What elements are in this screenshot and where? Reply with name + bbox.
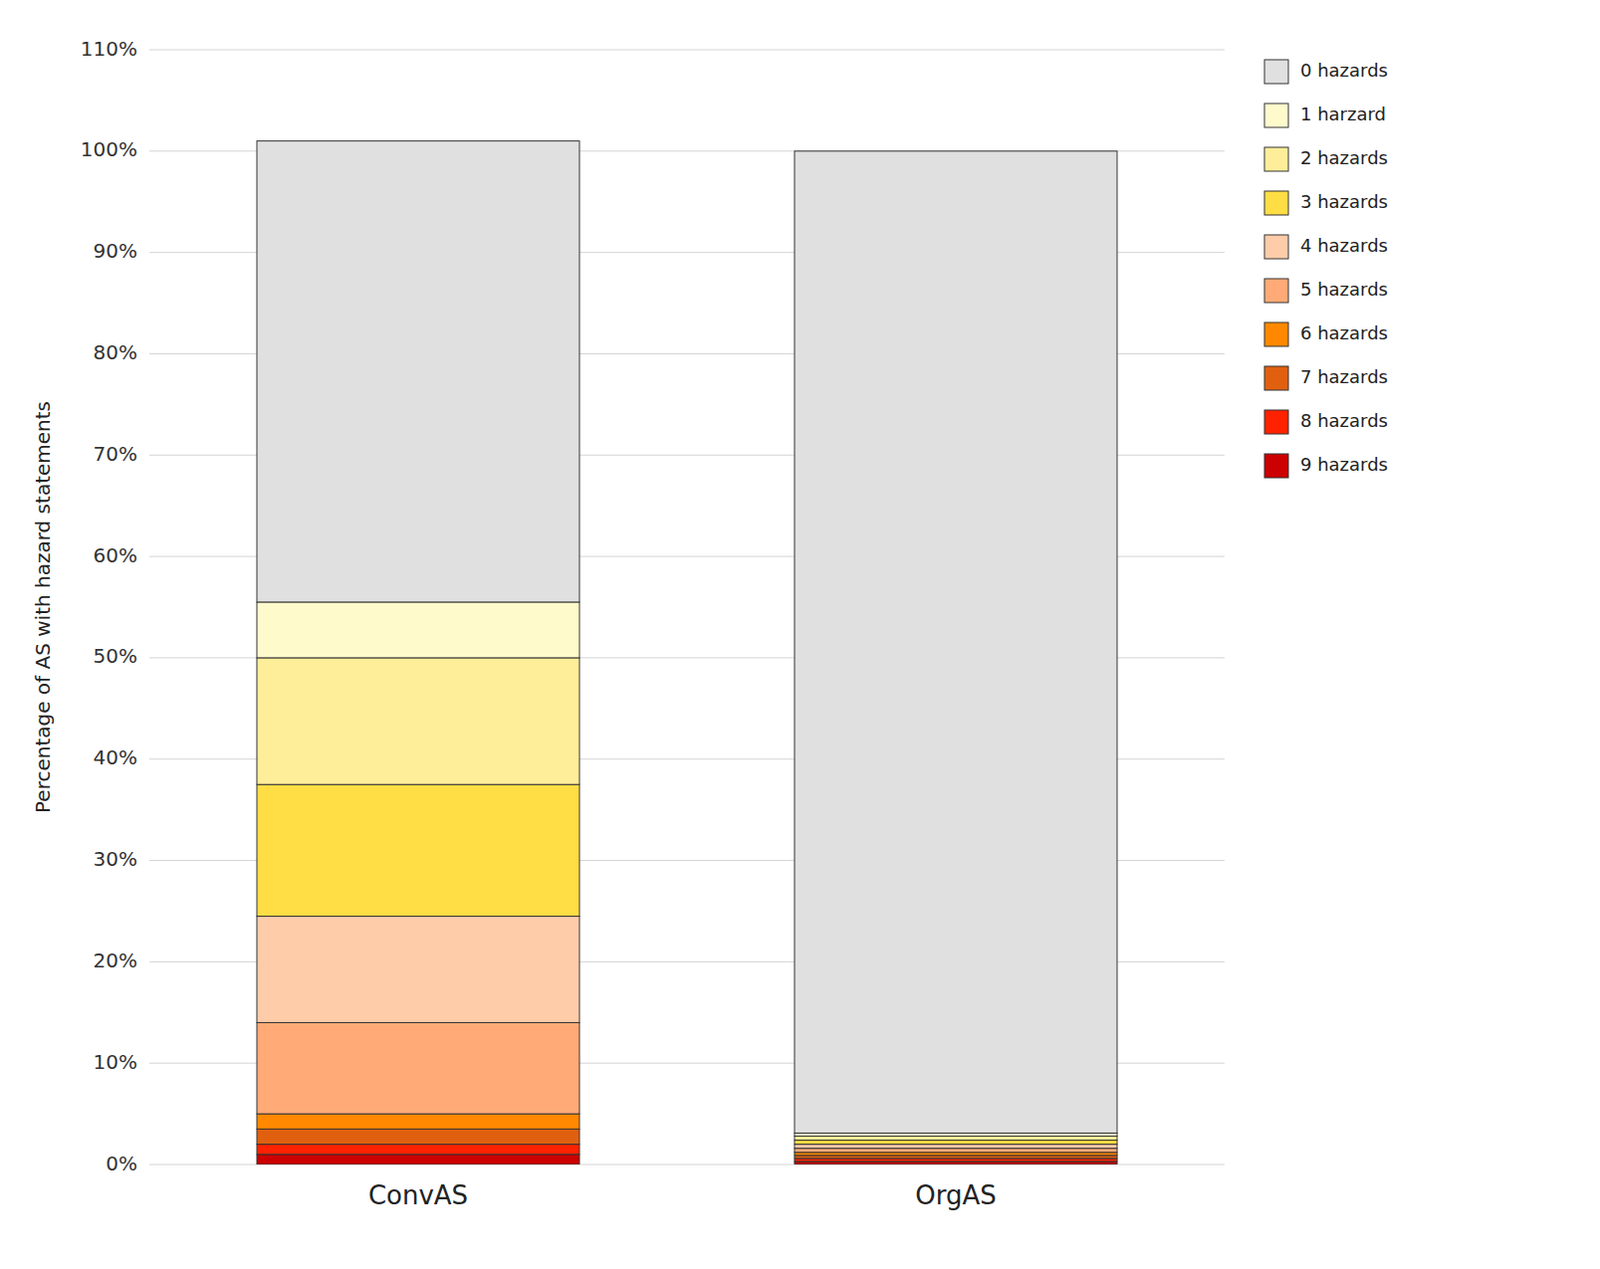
bar-segment	[256, 1144, 580, 1155]
y-tick-label: 60%	[93, 543, 138, 568]
legend-label: 6 hazards	[1300, 322, 1388, 344]
y-axis: 0% 10% 20% 30% 40% 50% 60% 70% 80% 90% 100% 110%	[80, 36, 138, 1176]
bar-segment	[256, 1114, 580, 1130]
legend-label: 5 hazards	[1300, 278, 1388, 300]
y-tick-label: 20%	[93, 948, 138, 973]
legend-label: 0 hazards	[1300, 59, 1388, 81]
y-tick-label: 30%	[93, 847, 138, 872]
legend-swatch	[1264, 191, 1289, 216]
y-tick-label: 80%	[93, 340, 138, 365]
y-tick-label: 50%	[93, 644, 138, 669]
legend-swatch	[1264, 278, 1289, 303]
legend-swatch	[1264, 103, 1289, 128]
y-tick-label: 110%	[80, 36, 138, 61]
y-tick-label: 70%	[93, 442, 138, 466]
y-tick-label: 10%	[93, 1050, 138, 1075]
legend-swatch	[1264, 234, 1289, 259]
bar-segment	[256, 784, 580, 916]
bar-segment	[794, 1136, 1118, 1141]
legend-swatch	[1264, 454, 1289, 478]
legend-swatch	[1264, 410, 1289, 435]
grid	[149, 49, 1225, 1165]
legend-label: 1 harzard	[1300, 103, 1386, 125]
legend-label: 3 hazards	[1300, 191, 1388, 213]
legend-swatch	[1264, 59, 1289, 84]
bar-segment	[256, 1129, 580, 1144]
bars	[256, 141, 1118, 1165]
legend-label: 7 hazards	[1300, 366, 1388, 388]
x-axis: ConvAS OrgAS	[368, 1180, 997, 1211]
bar-segment	[256, 1154, 580, 1165]
bar-segment	[256, 658, 580, 785]
y-tick-label: 90%	[93, 238, 138, 263]
bar-segment	[256, 1022, 580, 1115]
bar-segment	[794, 1141, 1118, 1145]
y-tick-label: 40%	[93, 745, 138, 770]
legend-swatch	[1264, 322, 1289, 347]
bar-segment	[256, 602, 580, 659]
bar-segment	[794, 1148, 1118, 1153]
chart-svg: 0% 10% 20% 30% 40% 50% 60% 70% 80% 90% 100% 110% Per…	[0, 0, 1600, 1269]
x-tick-label: OrgAS	[914, 1180, 997, 1211]
legend-label: 4 hazards	[1300, 234, 1388, 256]
legend-label: 9 hazards	[1300, 454, 1388, 475]
bar-segment	[256, 916, 580, 1024]
legend-swatch	[1264, 366, 1289, 391]
y-axis-label: Percentage of AS with hazard statements	[30, 401, 55, 814]
bar-segment	[794, 1144, 1118, 1149]
bar-segment	[256, 141, 580, 603]
grid-line	[149, 49, 1225, 51]
legend-label: 2 hazards	[1300, 147, 1388, 169]
bar-segment	[794, 151, 1118, 1135]
legend-label: 8 hazards	[1300, 410, 1388, 432]
legend: 0 hazards 1 harzard 2 hazards 3 hazards 4 ha…	[1264, 59, 1388, 478]
chart-container: 0% 10% 20% 30% 40% 50% 60% 70% 80% 90% 100% 110% Per…	[0, 0, 1600, 1269]
x-tick-label: ConvAS	[368, 1180, 468, 1211]
y-tick-label: 0%	[105, 1151, 138, 1176]
y-tick-label: 100%	[80, 137, 138, 162]
legend-swatch	[1264, 147, 1289, 172]
